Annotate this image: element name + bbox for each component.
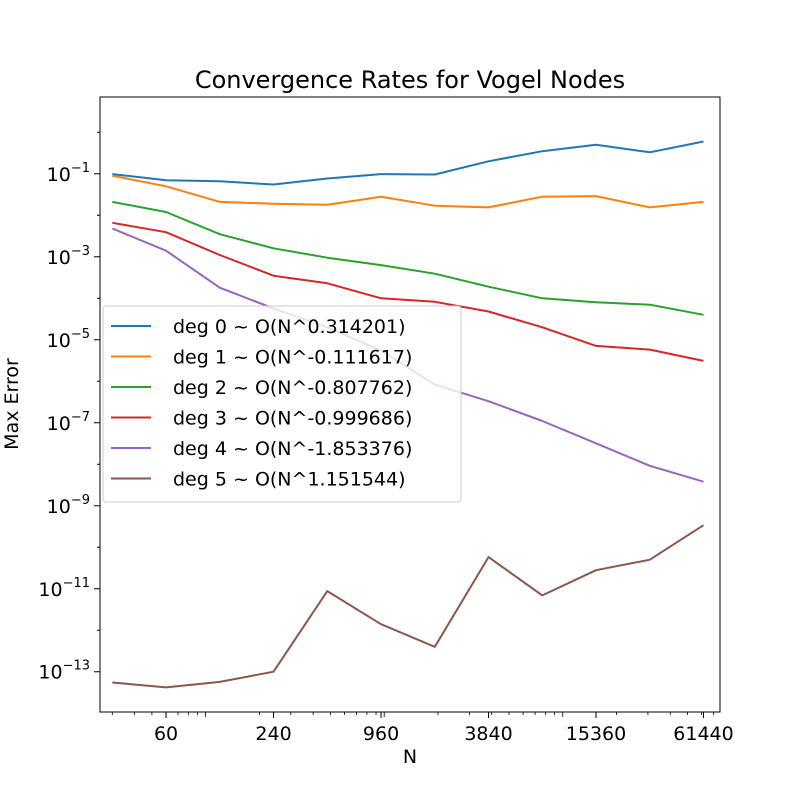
y-tick-exponent: −13: [63, 659, 90, 674]
legend-box: [102, 305, 462, 503]
series-line-deg-2: [112, 200, 704, 316]
y-tick-label: 10−11: [38, 576, 90, 601]
legend-entry: deg 5 ~ O(N^1.151544): [173, 469, 406, 491]
y-tick-label: 10−9: [47, 493, 90, 518]
y-tick-base: 10: [47, 413, 71, 435]
series-line-deg-5: [112, 524, 705, 689]
y-tick-exponent: −1: [71, 161, 90, 176]
y-tick-base: 10: [47, 164, 71, 186]
legend-entry: deg 2 ~ O(N^-0.807762): [173, 377, 412, 399]
series-line-deg-0: [112, 140, 704, 186]
legend-entry: deg 4 ~ O(N^-1.853376): [173, 438, 412, 460]
legend-entry: deg 3 ~ O(N^-0.999686): [173, 408, 412, 430]
x-axis-label: N: [403, 746, 417, 768]
y-tick-label: 10−5: [47, 327, 90, 352]
chart-title: Convergence Rates for Vogel Nodes: [195, 66, 625, 94]
x-tick-label: 60: [154, 723, 178, 745]
series-line-deg-3: [112, 221, 704, 362]
legend: deg 0 ~ O(N^0.314201) deg 1 ~ O(N^-0.1116…: [102, 305, 462, 503]
legend-entry: deg 0 ~ O(N^0.314201): [173, 316, 406, 338]
y-tick-label: 10−13: [38, 659, 90, 684]
y-tick-label: 10−1: [47, 161, 90, 186]
y-tick-exponent: −5: [71, 327, 90, 342]
y-tick-exponent: −11: [63, 576, 90, 591]
y-tick-label: 10−3: [47, 244, 90, 269]
y-tick-label: 10−7: [47, 410, 90, 435]
y-tick-exponent: −7: [71, 410, 90, 425]
x-tick-label: 960: [363, 723, 399, 745]
x-tick-label: 15360: [566, 723, 626, 745]
x-tick-label: 61440: [673, 723, 733, 745]
y-tick-exponent: −9: [71, 493, 90, 508]
plot-frame: [99, 96, 721, 713]
y-tick-base: 10: [38, 579, 62, 601]
y-axis-label: Max Error: [1, 358, 23, 450]
y-tick-base: 10: [38, 662, 62, 684]
x-tick-label: 3840: [464, 723, 512, 745]
legend-entry: deg 1 ~ O(N^-0.111617): [173, 347, 412, 369]
y-tick-exponent: −3: [71, 244, 90, 259]
x-axis: 60 240 960 3840 15360 61440: [111, 712, 734, 745]
x-tick-label: 240: [255, 723, 291, 745]
y-tick-base: 10: [47, 247, 71, 269]
series-line-deg-1: [112, 174, 704, 209]
y-tick-base: 10: [47, 330, 71, 352]
y-tick-base: 10: [47, 496, 71, 518]
